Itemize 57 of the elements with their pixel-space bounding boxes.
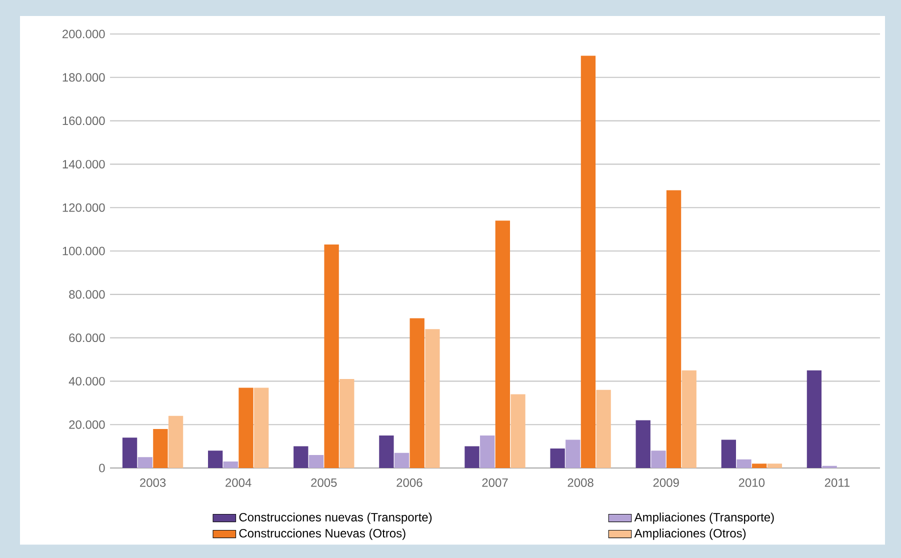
x-tick-label: 2003: [140, 478, 166, 487]
bar: [254, 388, 269, 468]
y-tick-label: 80.000: [69, 290, 105, 299]
x-tick-label: 2007: [482, 478, 508, 487]
bar: [651, 450, 666, 468]
bar: [294, 446, 308, 468]
bar: [168, 416, 184, 468]
y-tick-label: 20.000: [69, 420, 105, 429]
bar: [510, 394, 526, 468]
bar: [636, 420, 650, 468]
legend-label: Construcciones nuevas (Transporte): [239, 512, 432, 524]
bar: [580, 56, 596, 468]
y-tick-label: 160.000: [62, 116, 105, 126]
bar: [238, 388, 254, 468]
y-tick-label: 180.000: [62, 73, 105, 82]
bar: [308, 454, 324, 468]
bar: [394, 452, 410, 468]
bar: [566, 440, 580, 468]
x-tick-label: 2009: [653, 478, 679, 487]
bar: [495, 220, 510, 468]
bar: [721, 440, 736, 468]
bar: [425, 329, 440, 468]
bar: [324, 244, 339, 468]
x-tick-label: 2006: [396, 478, 422, 487]
legend-label: Ampliaciones (Transporte): [634, 512, 774, 524]
y-tick-label: 120.000: [62, 203, 105, 212]
x-tick-label: 2008: [568, 478, 594, 487]
bar: [464, 446, 480, 468]
y-tick-label: 60.000: [69, 334, 105, 342]
bar: [550, 448, 565, 468]
legend-label: Construcciones Nuevas (Otros): [239, 528, 406, 540]
x-tick-label: 2010: [738, 478, 765, 487]
bar: [596, 390, 611, 468]
y-tick-label: 40.000: [68, 376, 105, 386]
bar: [153, 428, 168, 468]
bar: [767, 464, 782, 468]
bar: [138, 457, 152, 468]
bar: [379, 435, 394, 468]
x-tick-label: 2011: [824, 478, 850, 487]
bar: [682, 370, 696, 468]
y-tick-label: 100.000: [62, 246, 105, 256]
y-tick-label: 0: [99, 464, 105, 472]
x-tick-label: 2004: [226, 478, 252, 487]
bar: [410, 318, 424, 468]
bar: [666, 190, 682, 468]
bar: [752, 464, 767, 468]
bar: [806, 370, 822, 468]
legend-label: Ampliaciones (Otros): [634, 528, 746, 540]
bar: [122, 438, 138, 468]
bar: [208, 450, 223, 468]
x-tick-label: 2005: [311, 478, 337, 487]
y-tick-label: 200.000: [62, 30, 105, 38]
y-tick-label: 140.000: [62, 160, 105, 168]
bar: [223, 461, 238, 468]
bar: [480, 435, 495, 468]
bar: [340, 379, 354, 468]
bar: [736, 459, 752, 468]
